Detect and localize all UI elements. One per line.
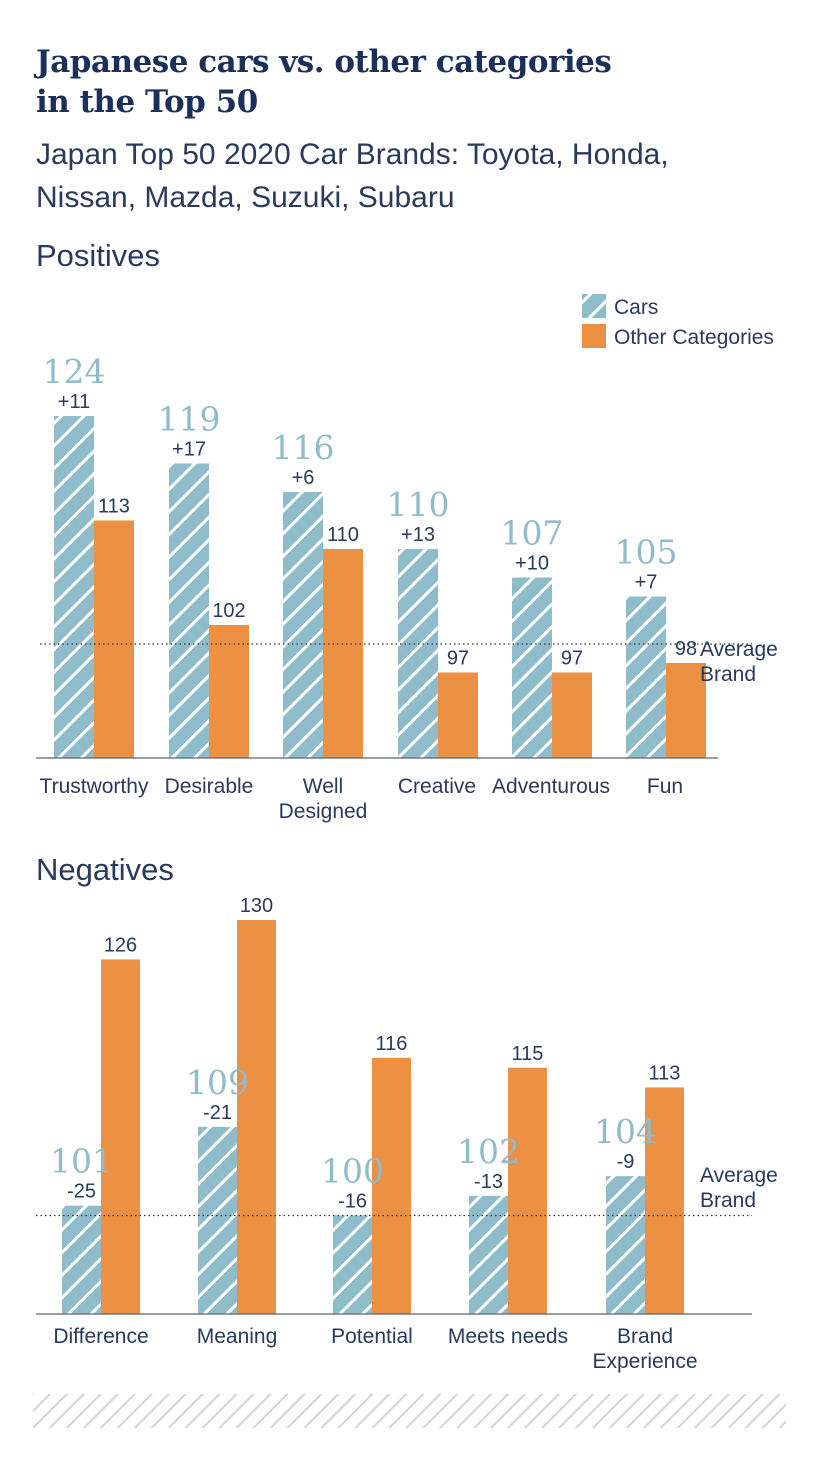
negatives-chart: Negatives 101-25 126 Difference 109-21 130 Mea… (36, 852, 778, 1373)
negatives-category-label: Meaning (197, 1325, 278, 1348)
positives-category-label: Well (303, 775, 343, 798)
footer-hatch-band (33, 1394, 786, 1428)
positives-bar-cars (283, 492, 323, 758)
positives-value-cars: 124 (43, 352, 106, 391)
negatives-value-other: 126 (104, 934, 137, 956)
negatives-bar-cars (469, 1195, 508, 1314)
positives-bar-other (94, 520, 134, 758)
positives-value-other: 113 (98, 496, 130, 518)
positives-value-other: 98 (675, 638, 697, 660)
negatives-value-cars: 109 (186, 1063, 249, 1102)
positives-diff-label: +11 (58, 391, 90, 413)
positives-bar-cars (54, 416, 94, 758)
negatives-bar-other (645, 1087, 684, 1314)
positives-average-label: Brand (700, 663, 756, 686)
negatives-average-label: Average (700, 1164, 778, 1187)
negatives-value-cars: 100 (321, 1152, 384, 1191)
negatives-diff-label: -25 (67, 1181, 96, 1203)
positives-diff-label: +6 (292, 467, 315, 489)
legend-other-label: Other Categories (614, 326, 774, 349)
chart-subtitle-line1: Japan Top 50 2020 Car Brands: Toyota, Ho… (36, 138, 669, 171)
positives-chart: Positives 124+11 113 Trustworthy 119+17 102 De… (36, 238, 778, 823)
positives-value-other: 110 (327, 524, 359, 546)
positives-value-cars: 107 (501, 514, 564, 553)
negatives-category-label: Meets needs (448, 1325, 568, 1348)
legend-cars-swatch (582, 294, 606, 318)
positives-value-other: 102 (212, 600, 245, 622)
negatives-value-other: 116 (376, 1033, 408, 1055)
negatives-category-label: Brand (617, 1325, 673, 1348)
positives-category-label: Adventurous (492, 775, 610, 798)
chart-title-line1: Japanese cars vs. other categories (33, 44, 611, 80)
positives-bar-other (323, 549, 363, 758)
negatives-bar-other (508, 1067, 547, 1314)
chart-title-line2: in the Top 50 (36, 84, 258, 120)
positives-diff-label: +13 (401, 524, 435, 546)
positives-diff-label: +7 (635, 572, 658, 594)
chart-subtitle-line2: Nissan, Mazda, Suzuki, Subaru (36, 181, 455, 214)
positives-value-cars: 105 (615, 533, 678, 572)
negatives-diff-label: -16 (338, 1191, 367, 1213)
positives-diff-label: +10 (515, 553, 549, 575)
negatives-value-cars: 101 (50, 1142, 113, 1181)
negatives-bar-other (237, 920, 276, 1314)
legend-other-swatch (582, 324, 606, 348)
positives-bar-cars (398, 549, 438, 758)
negatives-category-label: Difference (53, 1325, 148, 1348)
negatives-bar-cars (62, 1205, 101, 1314)
negatives-value-other: 115 (512, 1043, 544, 1065)
positives-section-title: Positives (36, 238, 160, 273)
negatives-bar-cars (333, 1215, 372, 1314)
negatives-category-label: Potential (331, 1325, 413, 1348)
positives-bar-cars (626, 596, 666, 758)
negatives-diff-label: -21 (203, 1102, 232, 1124)
negatives-value-other: 130 (240, 895, 273, 917)
positives-bar-other (666, 663, 706, 758)
positives-value-other: 97 (447, 648, 469, 670)
positives-value-cars: 110 (387, 485, 450, 524)
positives-category-label: Desirable (165, 775, 254, 798)
positives-bar-other (438, 672, 478, 758)
negatives-diff-label: -9 (617, 1151, 635, 1173)
negatives-bar-cars (606, 1176, 645, 1314)
negatives-value-cars: 104 (594, 1112, 657, 1151)
positives-diff-label: +17 (172, 439, 206, 461)
positives-value-cars: 116 (272, 428, 335, 467)
negatives-value-cars: 102 (457, 1132, 520, 1171)
negatives-diff-label: -13 (474, 1171, 503, 1193)
positives-bar-other (552, 672, 592, 758)
positives-category-label: Creative (398, 775, 476, 798)
negatives-value-other: 113 (649, 1062, 681, 1084)
negatives-bar-other (101, 959, 140, 1314)
negatives-bar-other (372, 1057, 411, 1314)
negatives-bar-cars (198, 1126, 237, 1314)
positives-average-label: Average (700, 638, 778, 661)
positives-category-label: Designed (279, 800, 368, 823)
positives-value-other: 97 (561, 648, 583, 670)
negatives-section-title: Negatives (36, 852, 174, 887)
positives-bar-cars (169, 463, 209, 758)
positives-bar-cars (512, 577, 552, 758)
positives-bar-other (209, 625, 249, 758)
negatives-category-label: Experience (592, 1350, 697, 1373)
positives-value-cars: 119 (158, 400, 221, 439)
positives-category-label: Fun (647, 775, 683, 798)
legend-cars-label: Cars (614, 296, 658, 319)
negatives-average-label: Brand (700, 1189, 756, 1212)
positives-category-label: Trustworthy (40, 775, 149, 798)
